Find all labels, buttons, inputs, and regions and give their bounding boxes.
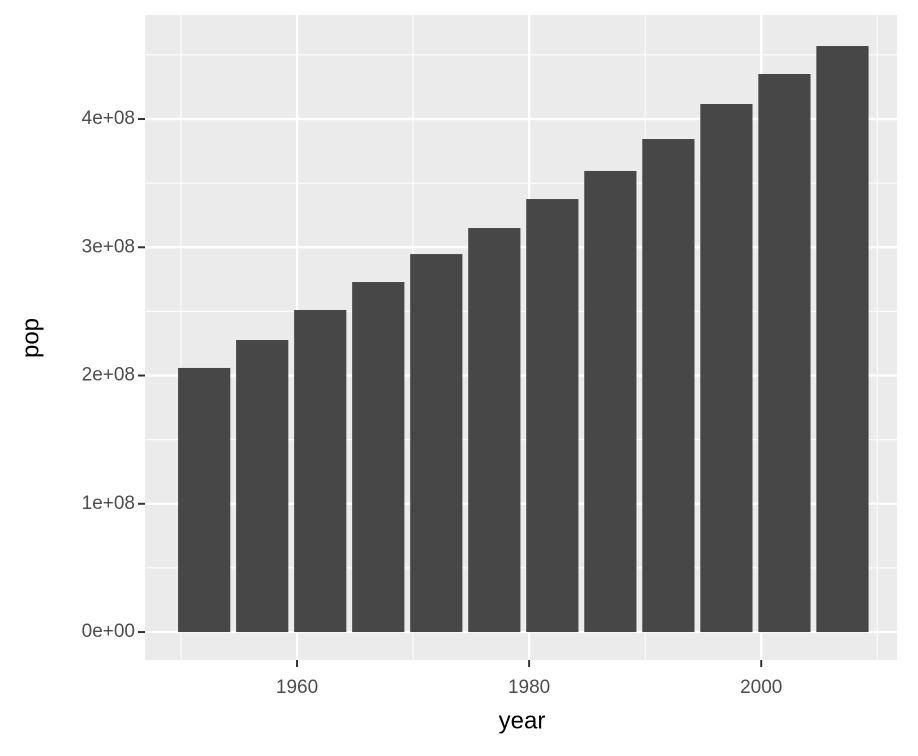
y-tick-label: 2e+08 bbox=[82, 365, 135, 386]
x-tick-label: 1980 bbox=[508, 677, 550, 698]
bar bbox=[700, 104, 753, 633]
x-tick-label: 2000 bbox=[740, 677, 782, 698]
bar bbox=[236, 340, 289, 633]
bar bbox=[410, 254, 463, 633]
bar bbox=[526, 199, 579, 633]
bar bbox=[584, 170, 637, 633]
bar bbox=[816, 46, 869, 633]
x-tick-label: 1960 bbox=[276, 677, 318, 698]
bar bbox=[642, 139, 695, 633]
y-tick-label: 4e+08 bbox=[82, 108, 135, 129]
bar bbox=[178, 367, 231, 633]
bar bbox=[468, 228, 521, 633]
bar bbox=[294, 309, 347, 633]
bar bbox=[352, 282, 405, 633]
y-tick-label: 3e+08 bbox=[82, 236, 135, 257]
bar bbox=[758, 73, 811, 633]
y-axis-title: pop bbox=[17, 318, 44, 358]
y-tick-label: 0e+00 bbox=[82, 621, 135, 642]
y-tick-label: 1e+08 bbox=[82, 493, 135, 514]
x-axis-title: year bbox=[499, 707, 546, 734]
